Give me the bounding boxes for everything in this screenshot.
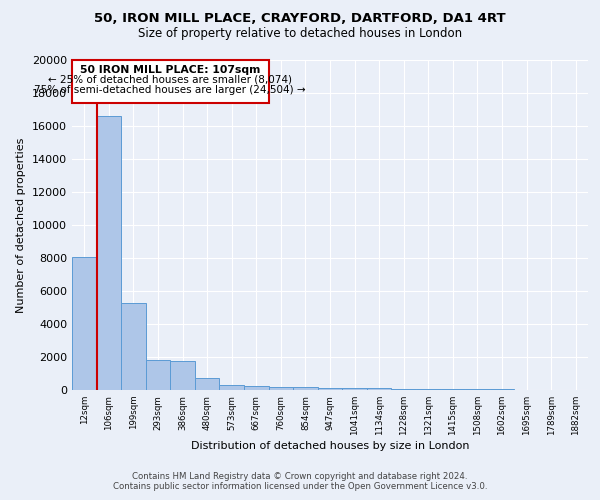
Bar bbox=[269, 386, 293, 390]
Bar bbox=[195, 378, 220, 390]
Text: ← 25% of detached houses are smaller (8,074): ← 25% of detached houses are smaller (8,… bbox=[48, 75, 292, 85]
Text: Contains HM Land Registry data © Crown copyright and database right 2024.
Contai: Contains HM Land Registry data © Crown c… bbox=[113, 472, 487, 491]
Text: 75% of semi-detached houses are larger (24,504) →: 75% of semi-detached houses are larger (… bbox=[34, 84, 306, 95]
Bar bbox=[367, 388, 391, 390]
Bar bbox=[244, 386, 269, 390]
Bar bbox=[465, 389, 490, 390]
X-axis label: Distribution of detached houses by size in London: Distribution of detached houses by size … bbox=[191, 441, 469, 451]
Y-axis label: Number of detached properties: Number of detached properties bbox=[16, 138, 26, 312]
Bar bbox=[391, 388, 416, 390]
Bar bbox=[318, 388, 342, 390]
Bar bbox=[97, 116, 121, 390]
Text: 50 IRON MILL PLACE: 107sqm: 50 IRON MILL PLACE: 107sqm bbox=[80, 65, 260, 75]
Bar bbox=[220, 385, 244, 390]
Bar bbox=[72, 257, 97, 390]
Bar bbox=[121, 302, 146, 390]
Bar bbox=[342, 388, 367, 390]
Bar bbox=[293, 387, 318, 390]
Text: 50, IRON MILL PLACE, CRAYFORD, DARTFORD, DA1 4RT: 50, IRON MILL PLACE, CRAYFORD, DARTFORD,… bbox=[94, 12, 506, 26]
FancyBboxPatch shape bbox=[72, 60, 269, 103]
Bar bbox=[170, 361, 195, 390]
Bar bbox=[416, 389, 440, 390]
Text: Size of property relative to detached houses in London: Size of property relative to detached ho… bbox=[138, 28, 462, 40]
Bar bbox=[440, 389, 465, 390]
Bar bbox=[146, 360, 170, 390]
